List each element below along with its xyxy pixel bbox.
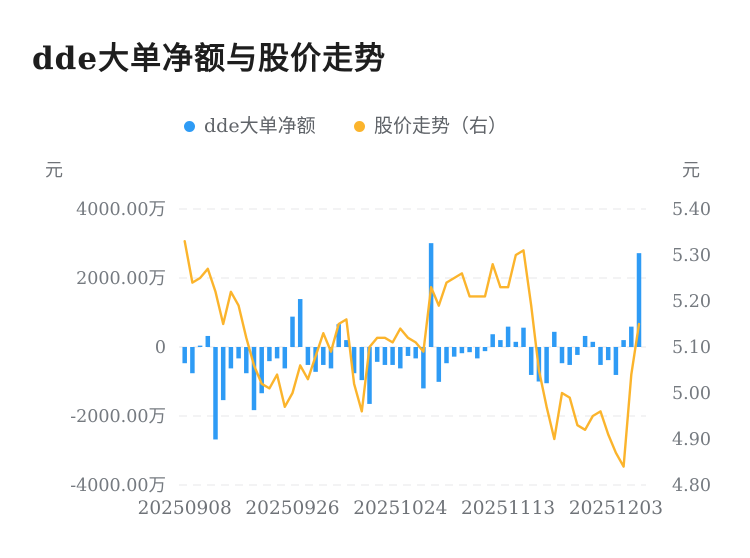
bar-point [213,347,218,440]
bar-point [582,335,588,347]
bar-point [636,253,642,347]
svg-text:5.40: 5.40 [672,200,711,220]
bar-point [629,326,634,347]
bar-point [505,326,511,347]
bar-point [567,347,572,365]
bar-point [197,345,203,347]
bar-point [559,347,565,364]
bar-point [498,340,503,347]
bar-point [297,299,303,347]
bar-point [220,347,226,401]
bar-point [413,347,418,359]
legend-label-dde-net: dde大单净额 [204,115,316,137]
bar-point [475,347,480,359]
svg-text:5.10: 5.10 [672,338,711,358]
svg-text:4.90: 4.90 [672,430,711,450]
bar-point [328,347,334,369]
legend-item-dde-net[interactable]: dde大单净额 [184,114,316,138]
bar-point [490,334,495,347]
bar-point [405,347,411,356]
price-line [183,239,641,468]
bar-point [398,347,403,369]
bar-point [205,335,211,347]
svg-text:20251113: 20251113 [461,498,555,519]
right-axis-ticks: 5.40 5.30 5.20 5.10 5.00 4.90 4.80 [672,200,711,496]
bar-point [605,347,611,361]
bar-point [513,341,519,347]
page-title: dde大单净额与股价走势 [32,41,387,77]
legend-dot-blue-icon [184,120,195,132]
bar-point [274,347,280,359]
legend-item-price-trend[interactable]: 股价走势（右） [354,114,507,138]
svg-text:20250908: 20250908 [138,498,232,519]
x-axis-ticks: 20250908 20250926 20251024 20251113 20251203 [138,498,663,519]
bar-point [182,347,187,364]
legend-label-price-trend: 股价走势（右） [374,115,508,137]
bar-point [459,347,465,354]
bar-point [367,347,372,404]
bar-point [444,347,449,364]
bar-point [251,347,257,411]
svg-text:0: 0 [155,338,166,358]
grid-lines [179,208,646,486]
bar-point [467,347,472,353]
bar-point [374,347,380,362]
bar-point [282,347,288,369]
left-axis-ticks: 4000.00万 2000.00万 0 -2000.00万 -4000.00万 [70,200,166,496]
bar-point [359,347,365,381]
bar-point [613,347,619,375]
bar-point [390,347,395,365]
svg-text:4000.00万: 4000.00万 [76,200,166,220]
bar-point [382,347,388,365]
svg-text:-4000.00万: -4000.00万 [70,476,166,496]
bar-point [436,347,442,382]
chart-legend: dde大单净额 股价走势（右） [0,114,750,140]
bar-point [344,340,349,347]
bar-point [321,347,326,365]
svg-text:5.00: 5.00 [672,384,711,404]
bar-point [552,331,557,347]
svg-text:2000.00万: 2000.00万 [76,269,166,289]
legend-dot-yellow-icon [354,120,365,132]
bar-point [590,341,596,347]
bar-point [351,347,357,374]
right-axis-unit: 元 [682,160,700,181]
bar-point [544,347,549,384]
svg-text:20251024: 20251024 [353,498,447,519]
bar-point [244,347,249,374]
svg-text:5.20: 5.20 [672,292,711,312]
bar-point [236,347,241,359]
bar-point [228,347,234,369]
svg-text:20251203: 20251203 [569,498,663,519]
bar-point [267,347,272,362]
svg-text:4.80: 4.80 [672,476,711,496]
svg-text:-2000.00万: -2000.00万 [70,407,166,427]
bar-point [190,347,195,374]
bar-point [598,347,603,365]
bar-point [421,347,426,389]
svg-text:20250926: 20250926 [245,498,339,519]
bar-point [259,347,264,394]
bar-point [336,324,341,347]
bar-point [482,347,488,352]
left-axis-unit: 元 [45,160,63,181]
bar-point [290,316,295,347]
bar-point [575,347,580,355]
bar-point [305,347,311,365]
bar-point [528,347,534,375]
svg-text:5.30: 5.30 [672,246,711,266]
bar-point [521,327,526,347]
bar-point [451,347,457,357]
bar-point [621,340,626,347]
